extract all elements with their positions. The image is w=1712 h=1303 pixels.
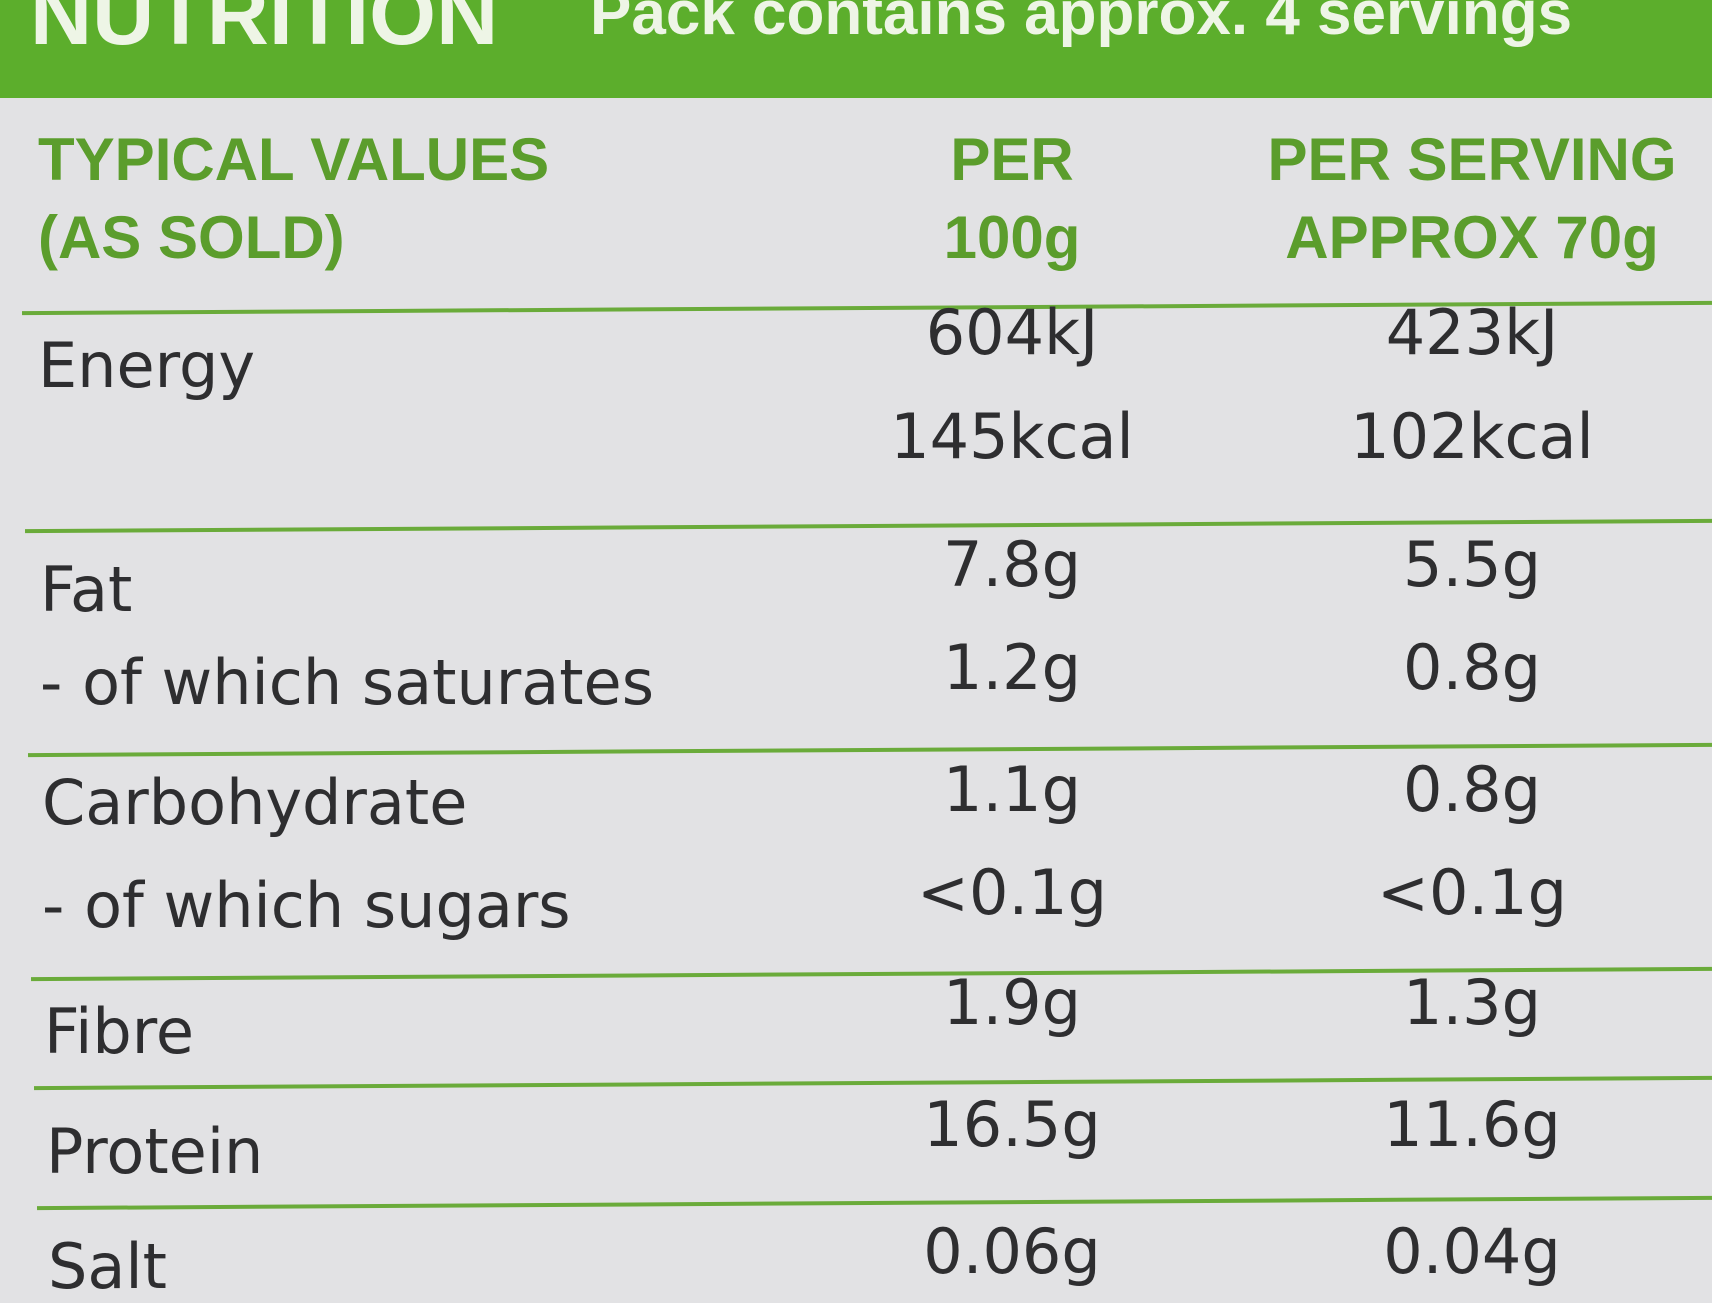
value: 11.6g (1383, 1088, 1561, 1161)
value: <0.1g (1377, 856, 1567, 929)
row-label: Carbohydrate (42, 766, 468, 839)
value: 0.04g (1383, 1215, 1561, 1288)
column-header: TYPICAL VALUES (38, 126, 550, 193)
row-label: Protein (46, 1115, 264, 1188)
value: 102kcal (1350, 400, 1594, 473)
value: 1.1g (943, 753, 1081, 826)
value: 16.5g (923, 1088, 1101, 1161)
value: 1.2g (943, 631, 1081, 704)
column-header: APPROX 70g (1285, 204, 1659, 271)
value: 423kJ (1385, 296, 1559, 369)
column-header: (AS SOLD) (38, 204, 345, 271)
row-label: Fat (40, 553, 133, 626)
value: <0.1g (917, 856, 1107, 929)
row-label: Salt (48, 1230, 167, 1303)
row-label: Energy (38, 329, 256, 402)
column-header: PER SERVING (1267, 126, 1677, 193)
value: 7.8g (943, 528, 1081, 601)
value: 0.8g (1403, 631, 1541, 704)
column-header: 100g (943, 204, 1081, 271)
column-header: PER (950, 126, 1074, 193)
value: 145kcal (890, 400, 1134, 473)
value: 1.3g (1403, 966, 1541, 1039)
banner: NUTRITION Pack contains approx. 4 servin… (0, 0, 1712, 98)
divider (37, 1195, 1712, 1211)
banner-title: NUTRITION (30, 0, 499, 63)
banner-subtitle: Pack contains approx. 4 servings (590, 0, 1573, 48)
value: 0.8g (1403, 753, 1541, 826)
row-label: - of which sugars (42, 869, 571, 942)
value: 5.5g (1403, 528, 1541, 601)
value: 1.9g (943, 966, 1081, 1039)
value: 0.06g (923, 1215, 1101, 1288)
row-label: - of which saturates (40, 646, 655, 719)
row-label: Fibre (44, 995, 195, 1068)
value: 604kJ (925, 296, 1099, 369)
